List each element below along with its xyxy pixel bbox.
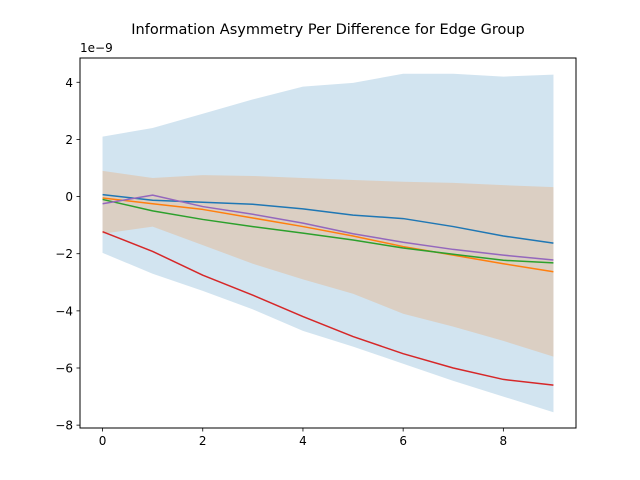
x-tick-label: 2 [199, 434, 207, 448]
x-tick-label: 4 [299, 434, 307, 448]
chart-title: Information Asymmetry Per Difference for… [131, 22, 524, 38]
series-line-4 [102, 231, 554, 386]
x-tick-label: 0 [99, 434, 107, 448]
y-tick-label: 0 [65, 190, 73, 204]
x-tick-label: 8 [500, 434, 508, 448]
confidence-band-1 [102, 73, 554, 413]
y-tick-label: −8 [55, 419, 73, 433]
x-tick-label: 6 [399, 434, 407, 448]
axis-ticks: 0 2 4 6 8 −8 −6 −4 −2 0 2 4 [55, 76, 507, 448]
series-line-5 [102, 194, 554, 261]
series-lines [102, 193, 554, 386]
y-tick-label: 2 [65, 133, 73, 147]
confidence-band-2 [102, 170, 554, 357]
y-tick-label: 4 [65, 76, 73, 90]
series-line-2 [102, 197, 554, 273]
plot-area-frame [79, 57, 577, 429]
series-line-3 [102, 198, 554, 264]
y-tick-label: −2 [55, 247, 73, 261]
y-axis-offset-text: 1e−9 [80, 41, 113, 55]
y-tick-label: −6 [55, 362, 73, 376]
confidence-bands [102, 73, 554, 413]
y-tick-label: −4 [55, 304, 73, 318]
